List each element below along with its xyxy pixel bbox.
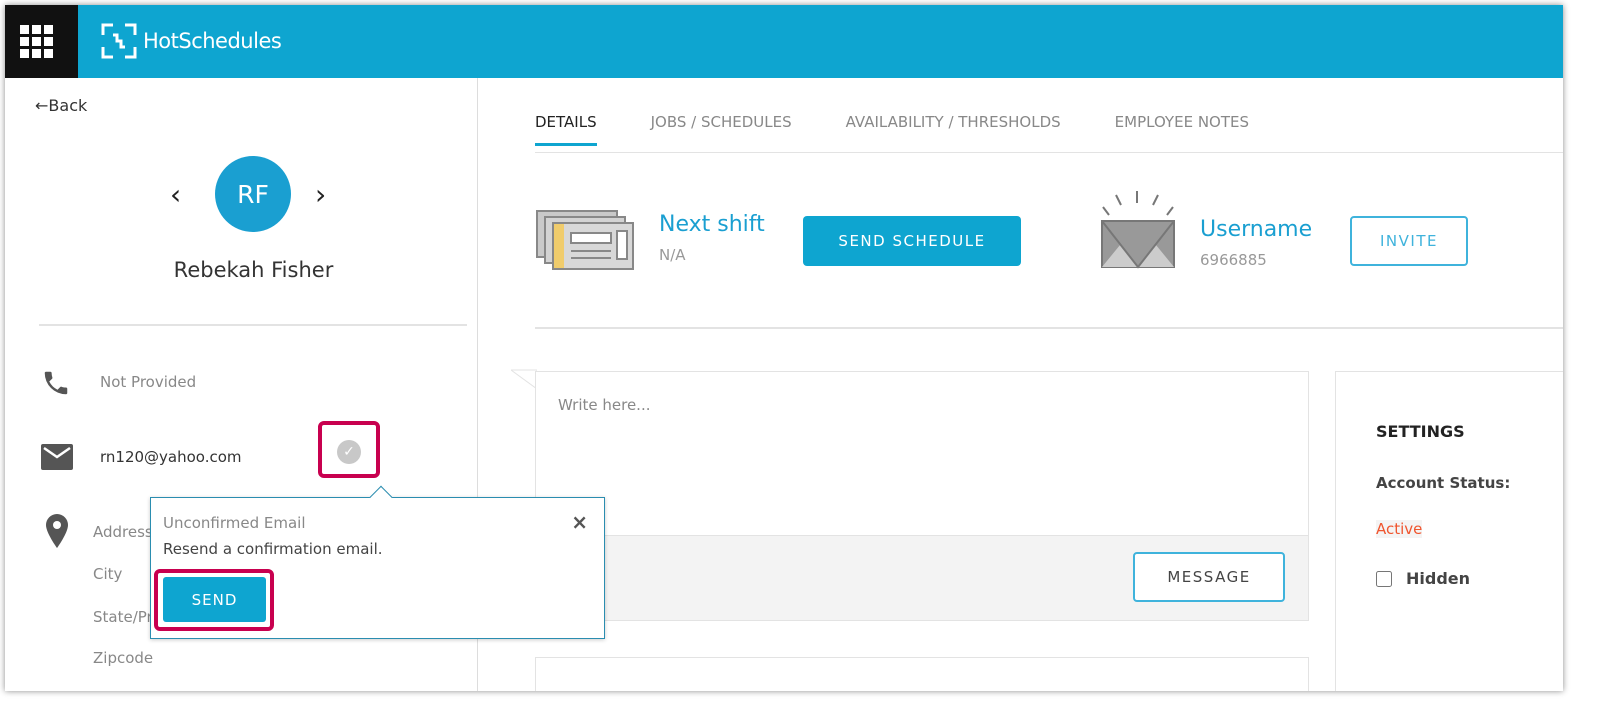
invite-button[interactable]: INVITE <box>1350 216 1468 266</box>
tab-divider <box>535 152 1563 153</box>
message-box: MESSAGE <box>535 371 1309 621</box>
hidden-label: Hidden <box>1406 569 1471 588</box>
tab-bar: DETAILS JOBS / SCHEDULES AVAILABILITY / … <box>535 113 1249 146</box>
close-icon[interactable]: × <box>571 510 588 534</box>
brand-name: HotSchedules <box>143 29 282 53</box>
next-shift-title: Next shift <box>659 212 765 237</box>
email-value: rn120@yahoo.com <box>100 448 242 466</box>
message-footer: MESSAGE <box>536 535 1308 620</box>
message-button[interactable]: MESSAGE <box>1133 552 1285 602</box>
avatar: RF <box>215 156 291 232</box>
tab-availability-thresholds[interactable]: AVAILABILITY / THRESHOLDS <box>845 113 1061 131</box>
message-input[interactable] <box>536 372 1308 535</box>
invite-envelope-icon <box>1101 191 1175 269</box>
schedule-tickets-icon <box>536 210 634 270</box>
username-title: Username <box>1200 217 1313 242</box>
unconfirmed-check-icon[interactable]: ✓ <box>337 440 361 464</box>
employee-name: Rebekah Fisher <box>173 258 334 282</box>
app-window: HotSchedules ←Back ‹ RF › Rebekah Fisher… <box>5 5 1563 691</box>
arrow-left-icon: ← <box>35 96 49 115</box>
highlight-box <box>318 421 380 478</box>
username-value: 6966885 <box>1200 251 1267 269</box>
next-shift-value: N/A <box>659 246 686 264</box>
tab-employee-notes[interactable]: EMPLOYEE NOTES <box>1114 113 1250 131</box>
speech-tail <box>511 369 537 389</box>
zipcode-label: Zipcode <box>93 649 154 667</box>
next-employee-chevron-icon[interactable]: › <box>315 178 327 211</box>
bottom-panel <box>535 657 1309 691</box>
popover-title: Unconfirmed Email <box>163 514 306 532</box>
prev-employee-chevron-icon[interactable]: ‹ <box>170 178 182 211</box>
back-link[interactable]: ←Back <box>35 96 87 115</box>
divider <box>39 324 467 326</box>
phone-value: Not Provided <box>100 373 197 391</box>
address-label: Address <box>93 523 153 541</box>
tab-details[interactable]: DETAILS <box>535 113 597 146</box>
logo-icon <box>101 23 137 59</box>
phone-icon <box>44 371 68 395</box>
hidden-toggle[interactable]: Hidden <box>1376 569 1470 588</box>
location-pin-icon <box>46 514 68 548</box>
account-status-label: Account Status: <box>1376 474 1511 492</box>
unconfirmed-email-popover: Unconfirmed Email Resend a confirmation … <box>150 485 605 639</box>
email-icon <box>41 444 73 470</box>
logo[interactable]: HotSchedules <box>101 23 282 59</box>
account-status-value: Active <box>1376 520 1423 538</box>
top-bar: HotSchedules <box>5 5 1563 78</box>
highlight-box <box>154 569 274 631</box>
hidden-checkbox[interactable] <box>1376 570 1392 587</box>
popover-text: Resend a confirmation email. <box>163 540 383 558</box>
settings-panel: SETTINGS Account Status: Active Hidden <box>1335 371 1563 691</box>
back-label: Back <box>48 96 88 115</box>
city-label: City <box>93 565 123 583</box>
section-divider <box>535 327 1563 329</box>
settings-title: SETTINGS <box>1376 422 1465 441</box>
send-confirmation-button[interactable]: SEND <box>163 577 266 622</box>
tab-jobs-schedules[interactable]: JOBS / SCHEDULES <box>650 113 792 131</box>
apps-grid-icon[interactable] <box>5 5 78 78</box>
send-schedule-button[interactable]: SEND SCHEDULE <box>803 216 1021 266</box>
profile-panel: ←Back ‹ RF › Rebekah Fisher Not Provided… <box>5 78 478 691</box>
